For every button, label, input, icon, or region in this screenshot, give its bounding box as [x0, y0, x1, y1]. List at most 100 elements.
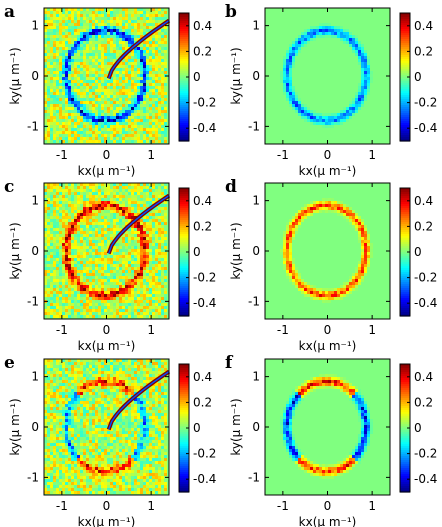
colorbar-tick-label: -0.2: [193, 96, 216, 110]
y-axis-label: ky(μ m⁻¹): [8, 222, 22, 279]
panel-label: b: [225, 2, 237, 22]
colorbar-tick-label: 0.2: [414, 395, 433, 409]
panel-label: a: [4, 2, 15, 22]
y-tick-label: 1: [31, 19, 39, 33]
heatmap-b: [265, 8, 390, 144]
y-axis-label: ky(μ m⁻¹): [8, 47, 22, 104]
colorbar-tick-label: -0.4: [193, 296, 216, 310]
y-tick-label: 1: [252, 19, 260, 33]
y-axis-label: ky(μ m⁻¹): [229, 222, 243, 279]
x-tick-label: 0: [103, 323, 111, 337]
y-tick-label: 0: [252, 69, 260, 83]
y-axis-label: ky(μ m⁻¹): [229, 398, 243, 455]
panel-a: -1 0 1 1 0 -1 kx(μ m⁻¹) ky(μ m⁻¹) a 0.4 0.2 0 -0.2 -0…: [4, 2, 216, 178]
colorbar-tick-label: 0.2: [414, 219, 433, 233]
x-tick-label: 0: [324, 499, 332, 513]
colorbar-tick-label: -0.4: [193, 121, 216, 135]
colorbar-tick-label: 0.4: [193, 194, 212, 208]
colorbar-tick-label: -0.4: [193, 472, 216, 486]
y-tick-label: -1: [248, 119, 260, 133]
x-tick-label: -1: [56, 323, 68, 337]
x-tick-label: 0: [324, 323, 332, 337]
colorbar-f: 0.4 0.2 0 -0.2 -0.4: [399, 363, 437, 493]
x-axis-label: kx(μ m⁻¹): [78, 339, 136, 353]
colorbar-tick-label: 0: [193, 245, 201, 259]
heatmap-e: [44, 359, 169, 495]
x-axis-label: kx(μ m⁻¹): [299, 164, 357, 178]
x-tick-label: 0: [324, 148, 332, 162]
colorbar-tick-label: 0.2: [193, 44, 212, 58]
colorbar-a: 0.4 0.2 0 -0.2 -0.4: [178, 12, 216, 142]
heatmap-c: [44, 183, 169, 319]
x-axis-label: kx(μ m⁻¹): [78, 164, 136, 178]
y-tick-label: 0: [31, 69, 39, 83]
x-tick-label: -1: [277, 148, 289, 162]
y-tick-label: -1: [248, 470, 260, 484]
colorbar-tick-label: 0: [414, 70, 422, 84]
colorbar-tick-label: -0.2: [414, 271, 437, 285]
x-axis-label: kx(μ m⁻¹): [299, 515, 357, 527]
colorbar-tick-label: -0.2: [193, 271, 216, 285]
colorbar-tick-label: -0.4: [414, 121, 437, 135]
panel-e: -1 0 1 1 0 -1 kx(μ m⁻¹) ky(μ m⁻¹) e 0.4 0.2 0 -0.2 -0…: [4, 353, 216, 527]
x-tick-label: 1: [147, 323, 155, 337]
x-tick-label: 1: [147, 148, 155, 162]
y-tick-label: -1: [27, 294, 39, 308]
x-tick-label: -1: [277, 499, 289, 513]
colorbar-tick-label: 0: [193, 421, 201, 435]
panel-label: e: [4, 353, 15, 373]
y-tick-label: 1: [252, 194, 260, 208]
colorbar-tick-label: -0.4: [414, 296, 437, 310]
panel-b: -1 0 1 1 0 -1 kx(μ m⁻¹) ky(μ m⁻¹) b 0.4 0.2 0 -0.2 -0…: [225, 2, 437, 178]
y-tick-label: -1: [27, 119, 39, 133]
colorbar-e: 0.4 0.2 0 -0.2 -0.4: [178, 363, 216, 493]
colorbar-c: 0.4 0.2 0 -0.2 -0.4: [178, 187, 216, 317]
y-tick-label: 1: [31, 194, 39, 208]
heatmap-a: [44, 8, 169, 144]
x-axis-label: kx(μ m⁻¹): [78, 515, 136, 527]
y-tick-label: 1: [31, 370, 39, 384]
heatmap-f: [265, 359, 390, 495]
y-axis-label: ky(μ m⁻¹): [8, 398, 22, 455]
y-tick-label: 0: [252, 420, 260, 434]
colorbar-tick-label: 0.4: [193, 370, 212, 384]
panel-label: f: [225, 353, 234, 373]
x-tick-label: 1: [368, 323, 376, 337]
x-tick-label: 0: [103, 499, 111, 513]
x-axis-label: kx(μ m⁻¹): [299, 339, 357, 353]
y-tick-label: 0: [31, 420, 39, 434]
panel-d: -1 0 1 1 0 -1 kx(μ m⁻¹) ky(μ m⁻¹) d 0.4 0.2 0 -0.2 -0…: [225, 177, 437, 353]
panel-label: d: [225, 177, 237, 197]
y-axis-label: ky(μ m⁻¹): [229, 47, 243, 104]
colorbar-tick-label: 0.2: [414, 44, 433, 58]
colorbar-tick-label: -0.2: [414, 96, 437, 110]
x-tick-label: -1: [56, 148, 68, 162]
x-tick-label: 1: [147, 499, 155, 513]
colorbar-d: 0.4 0.2 0 -0.2 -0.4: [399, 187, 437, 317]
colorbar-tick-label: -0.4: [414, 472, 437, 486]
y-tick-label: 0: [252, 244, 260, 258]
x-tick-label: 1: [368, 499, 376, 513]
colorbar-tick-label: 0.4: [414, 194, 433, 208]
panel-c: -1 0 1 1 0 -1 kx(μ m⁻¹) ky(μ m⁻¹) c 0.4 0.2 0 -0.2 -0…: [4, 177, 216, 353]
colorbar-tick-label: 0.4: [414, 370, 433, 384]
colorbar-tick-label: 0.2: [193, 395, 212, 409]
y-tick-label: 0: [31, 244, 39, 258]
y-tick-label: -1: [248, 294, 260, 308]
heatmap-d: [265, 183, 390, 319]
colorbar-tick-label: 0: [414, 421, 422, 435]
colorbar-tick-label: 0: [193, 70, 201, 84]
x-tick-label: 0: [103, 148, 111, 162]
y-tick-label: 1: [252, 370, 260, 384]
panel-label: c: [4, 177, 14, 197]
y-tick-label: -1: [27, 470, 39, 484]
colorbar-tick-label: 0.4: [193, 19, 212, 33]
colorbar-tick-label: 0.4: [414, 19, 433, 33]
colorbar-tick-label: -0.2: [414, 447, 437, 461]
colorbar-b: 0.4 0.2 0 -0.2 -0.4: [399, 12, 437, 142]
colorbar-tick-label: 0.2: [193, 219, 212, 233]
x-tick-label: -1: [277, 323, 289, 337]
colorbar-tick-label: 0: [414, 245, 422, 259]
x-tick-label: 1: [368, 148, 376, 162]
